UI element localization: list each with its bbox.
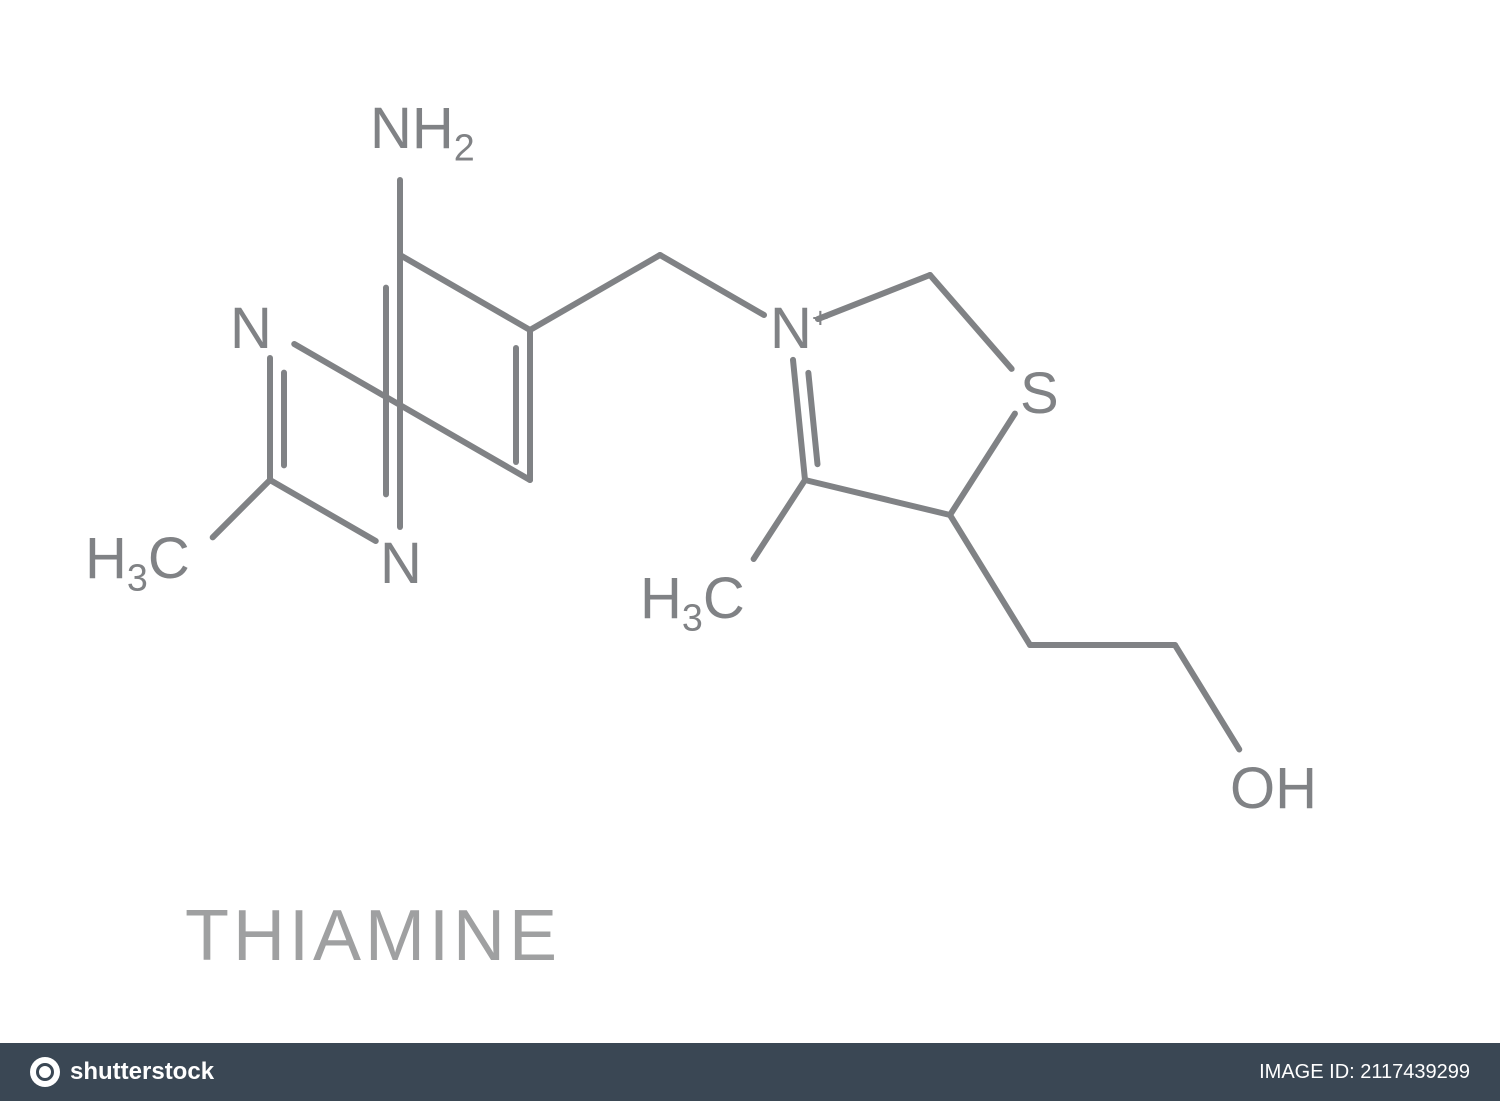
image-id-text: IMAGE ID: 2117439299 <box>1259 1061 1470 1084</box>
footer-bar: shutterstock IMAGE ID: 2117439299 <box>0 1043 1500 1101</box>
atom-label-lbl_oh: OH <box>1230 760 1317 818</box>
atom-label-lbl_me1: H3C <box>85 530 190 588</box>
atom-label-lbl_me2: H3C <box>640 570 745 628</box>
atom-label-lbl_nh2: NH2 <box>370 100 475 158</box>
molecule-title: THIAMINE <box>185 900 561 972</box>
atom-label-lbl_n1: N <box>230 300 272 358</box>
atom-label-lbl_n3: N <box>380 535 422 593</box>
brand-text: shutterstock <box>70 1058 214 1086</box>
brand-logo: shutterstock <box>30 1057 214 1087</box>
atom-label-lbl_s: S <box>1020 365 1059 423</box>
brand-icon <box>30 1057 60 1087</box>
atom-label-lbl_nplus: N+ <box>770 300 829 358</box>
molecule-diagram: NH2 N N H3C N+ S H3C OH THIAMINE <box>0 0 1500 1101</box>
